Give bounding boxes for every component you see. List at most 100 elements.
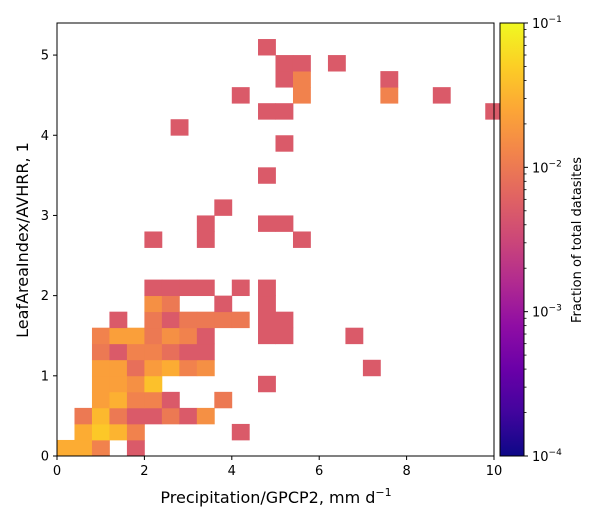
heatmap-cell xyxy=(380,87,399,104)
heatmap-cell xyxy=(161,391,180,409)
heatmap-cell xyxy=(196,327,215,345)
heatmap-cell xyxy=(231,279,250,297)
heatmap-cell xyxy=(432,87,451,104)
heatmap-cell xyxy=(275,327,294,345)
heatmap-cell xyxy=(161,311,180,329)
heatmap-cell xyxy=(74,407,93,425)
heatmap-cell xyxy=(144,295,163,313)
x-tick-label: 10 xyxy=(486,464,503,479)
heatmap-cell xyxy=(91,375,110,393)
heatmap-cell xyxy=(275,103,294,120)
heatmap-cell xyxy=(258,375,276,393)
y-tick-label: 2 xyxy=(41,289,49,304)
heatmap-cell xyxy=(231,311,250,329)
colorbar-tick-label: 10−2 xyxy=(532,159,562,176)
heatmap-cell xyxy=(196,407,215,425)
heatmap-cell xyxy=(109,327,128,345)
heatmap-cell xyxy=(179,407,198,425)
plot-frame xyxy=(56,22,495,457)
heatmap-cell xyxy=(126,343,145,361)
heatmap-cell xyxy=(258,327,276,345)
y-tick-label: 0 xyxy=(41,450,49,465)
heatmap-cell xyxy=(214,391,233,409)
heatmap-cell xyxy=(275,215,294,232)
heatmap-cell xyxy=(161,359,180,377)
heatmap-cell xyxy=(144,391,163,409)
heatmap-cell xyxy=(275,55,294,72)
heatmap-cell xyxy=(74,439,93,457)
heatmap-cell xyxy=(179,279,198,297)
heatmap-cell xyxy=(196,279,215,297)
heatmap-cell xyxy=(126,375,145,393)
heatmap-cell xyxy=(109,391,128,409)
x-tick-label: 2 xyxy=(140,464,148,479)
x-tick-label: 6 xyxy=(315,464,323,479)
heatmap-cell xyxy=(91,423,110,441)
x-tick-label: 0 xyxy=(53,464,61,479)
heatmap-cell xyxy=(144,407,163,425)
heatmap-cell xyxy=(292,87,311,104)
heatmap-cell xyxy=(161,295,180,313)
heatmap-cell xyxy=(74,423,93,441)
heatmap-cell xyxy=(109,375,128,393)
heatmap-cell xyxy=(144,375,163,393)
heatmap-cell xyxy=(144,311,163,329)
heatmap-cell xyxy=(292,71,311,88)
heatmap-cell xyxy=(109,407,128,425)
heatmap-cell xyxy=(161,279,180,297)
heatmap-cell xyxy=(91,439,110,457)
colorbar-label: Fraction of total datasites xyxy=(570,157,585,323)
y-tick-label: 3 xyxy=(41,209,49,224)
y-tick-label: 1 xyxy=(41,369,49,384)
y-tick-label: 4 xyxy=(41,129,49,144)
heatmap-cell xyxy=(144,343,163,361)
colorbar-tick-label: 10−1 xyxy=(532,15,562,32)
heatmap-cell xyxy=(126,359,145,377)
heatmap-cell xyxy=(231,423,250,441)
heatmap-cell xyxy=(126,439,145,457)
heatmap-cell xyxy=(380,71,399,88)
heatmap-cell xyxy=(179,343,198,361)
heatmap-cell xyxy=(109,423,128,441)
heatmap-cell xyxy=(109,343,128,361)
heatmap-cell xyxy=(144,231,163,248)
colorbar-tick-label: 10−4 xyxy=(532,448,562,465)
heatmap-cell xyxy=(179,359,198,377)
x-axis-label: Precipitation/GPCP2, mm d−1 xyxy=(160,486,391,507)
y-axis-label: LeafAreaIndex/AVHRR, 1 xyxy=(13,142,32,338)
heatmap-cell xyxy=(109,359,128,377)
heatmap-cell xyxy=(258,167,276,184)
heatmap-cell xyxy=(275,311,294,329)
heatmap-cell xyxy=(327,55,346,72)
heatmap-cell xyxy=(196,343,215,361)
heatmap-cell xyxy=(214,295,233,313)
heatmap-cell xyxy=(179,327,198,345)
heatmap-cell xyxy=(144,327,163,345)
heatmap-cell xyxy=(196,359,215,377)
heatmap-cell xyxy=(196,231,215,248)
heatmap-cell xyxy=(258,295,276,313)
heatmap-cell xyxy=(292,55,311,72)
heatmap-cell xyxy=(126,391,145,409)
heatmap-cell xyxy=(161,327,180,345)
y-axis-ticks: 0 1 2 3 4 5 xyxy=(41,49,57,465)
x-axis-ticks: 0 2 4 6 8 10 xyxy=(53,456,502,479)
heatmap-cell xyxy=(91,407,110,425)
heatmap-cell xyxy=(109,311,128,329)
heatmap-cell xyxy=(91,359,110,377)
heatmap-cell xyxy=(144,279,163,297)
heatmap-cell xyxy=(126,423,145,441)
heatmap-cell xyxy=(275,135,294,152)
heatmap-cells xyxy=(57,39,504,457)
heatmap-cell xyxy=(258,279,276,297)
heatmap-cell xyxy=(258,311,276,329)
heatmap-cell xyxy=(258,39,276,56)
heatmap-cell xyxy=(231,87,250,104)
heatmap-cell xyxy=(292,231,311,248)
heatmap-cell xyxy=(196,215,215,232)
colorbar-ticks: 10−1 10−2 10−3 10−4 xyxy=(524,15,562,465)
heatmap-cell xyxy=(170,119,189,136)
heatmap-cell xyxy=(179,311,198,329)
heatmap-cell xyxy=(275,71,294,88)
heatmap-cell xyxy=(258,215,276,232)
